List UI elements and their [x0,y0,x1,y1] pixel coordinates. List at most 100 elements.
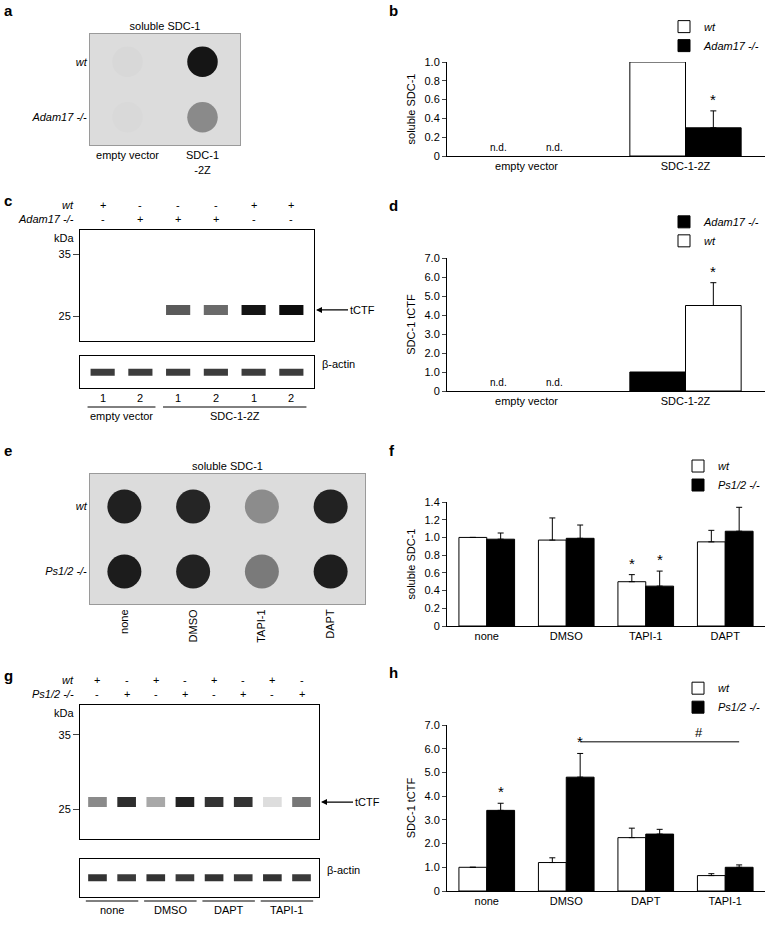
svg-text:Ps1/2 -/-: Ps1/2 -/- [718,701,760,713]
svg-text:1.0: 1.0 [425,531,440,543]
svg-text:1: 1 [100,392,106,404]
svg-text:Adam17 -/-: Adam17 -/- [31,111,87,123]
svg-text:soluble SDC-1: soluble SDC-1 [192,460,263,472]
svg-text:+: + [100,199,106,211]
svg-text:2: 2 [288,392,294,404]
svg-text:none: none [100,904,124,916]
svg-text:+: + [299,688,305,700]
svg-text:TAPI-1: TAPI-1 [255,609,267,642]
svg-text:kDa: kDa [54,232,74,244]
svg-text:25: 25 [59,310,71,322]
svg-text:Adam17 -/-: Adam17 -/- [703,216,759,228]
svg-text:wt: wt [76,500,88,512]
svg-text:none: none [475,630,499,642]
svg-text:n.d.: n.d. [490,142,507,153]
svg-text:25: 25 [59,803,71,815]
svg-text:Ps1/2 -/-: Ps1/2 -/- [32,688,74,700]
svg-text:DAPT: DAPT [214,904,244,916]
svg-text:SDC-1-2Z: SDC-1-2Z [661,395,711,407]
svg-text:DMSO: DMSO [550,895,583,907]
svg-text:n.d.: n.d. [546,142,563,153]
svg-text:SDC-1 tCTF: SDC-1 tCTF [405,294,417,355]
svg-text:+: + [288,199,294,211]
svg-text:+: + [269,674,275,686]
svg-text:-: - [270,688,274,700]
svg-text:+: + [211,674,217,686]
svg-text:SDC-1 tCTF: SDC-1 tCTF [405,777,417,838]
svg-text:-: - [125,674,129,686]
svg-text:-: - [300,674,304,686]
svg-text:35: 35 [59,729,71,741]
svg-text:β-actin: β-actin [327,864,360,876]
svg-text:0: 0 [434,150,440,162]
svg-text:DAPT: DAPT [324,609,336,639]
svg-text:wt: wt [76,56,88,68]
svg-text:SDC-1-2Z: SDC-1-2Z [186,149,219,175]
svg-text:Ps1/2 -/-: Ps1/2 -/- [45,565,87,577]
svg-text:*: * [710,263,716,280]
svg-text:Adam17 -/-: Adam17 -/- [703,40,759,52]
svg-text:0.8: 0.8 [425,75,440,87]
svg-text:+: + [175,213,181,225]
svg-text:+: + [94,674,100,686]
svg-text:1: 1 [251,392,257,404]
svg-text:SDC-1-2Z: SDC-1-2Z [210,410,260,422]
svg-text:5.0: 5.0 [425,290,440,302]
svg-text:6.0: 6.0 [425,271,440,283]
svg-text:-: - [241,674,245,686]
svg-text:0.4: 0.4 [425,584,440,596]
svg-text:-: - [212,688,216,700]
svg-text:empty vector: empty vector [96,149,159,161]
svg-text:1.4: 1.4 [425,496,440,508]
svg-text:soluble SDC-1: soluble SDC-1 [405,74,417,145]
svg-text:SDC-1-2Z: SDC-1-2Z [661,160,711,172]
svg-text:empty vector: empty vector [495,395,558,407]
svg-text:+: + [153,674,159,686]
svg-text:DMSO: DMSO [187,609,199,642]
svg-text:Adam17 -/-: Adam17 -/- [18,213,74,225]
svg-text:-: - [176,199,180,211]
svg-text:0: 0 [434,385,440,397]
svg-text:-: - [214,199,218,211]
svg-text:2.0: 2.0 [425,347,440,359]
svg-text:wt: wt [704,21,716,33]
svg-text:*: * [710,91,716,108]
svg-text:1.0: 1.0 [425,56,440,68]
svg-text:2: 2 [137,392,143,404]
svg-text:+: + [182,688,188,700]
svg-text:DMSO: DMSO [154,904,187,916]
svg-text:soluble SDC-1: soluble SDC-1 [130,20,201,32]
svg-text:n.d.: n.d. [490,377,507,388]
svg-text:1: 1 [175,392,181,404]
svg-text:#: # [695,725,703,740]
svg-text:-: - [183,674,187,686]
svg-text:*: * [498,783,504,800]
svg-text:empty vector: empty vector [495,160,558,172]
svg-text:-: - [154,688,158,700]
svg-text:DMSO: DMSO [550,630,583,642]
svg-text:wt: wt [62,674,74,686]
svg-text:0.2: 0.2 [425,602,440,614]
svg-text:35: 35 [59,248,71,260]
svg-text:*: * [657,551,663,568]
svg-text:1.2: 1.2 [425,514,440,526]
svg-text:TAPI-1: TAPI-1 [629,630,662,642]
svg-text:DAPT: DAPT [711,630,741,642]
svg-text:TAPI-1: TAPI-1 [709,895,742,907]
svg-text:wt: wt [704,235,716,247]
svg-text:4.0: 4.0 [425,790,440,802]
svg-text:tCTF: tCTF [350,304,375,316]
svg-text:+: + [240,688,246,700]
svg-text:empty vector: empty vector [90,410,153,422]
svg-text:β-actin: β-actin [322,358,355,370]
svg-text:+: + [251,199,257,211]
svg-text:-: - [252,213,256,225]
svg-text:n.d.: n.d. [546,377,563,388]
svg-text:0.8: 0.8 [425,549,440,561]
svg-text:+: + [213,213,219,225]
svg-text:wt: wt [718,460,730,472]
svg-text:tCTF: tCTF [355,796,380,808]
svg-text:1.0: 1.0 [425,861,440,873]
svg-text:wt: wt [718,682,730,694]
svg-text:0.2: 0.2 [425,131,440,143]
